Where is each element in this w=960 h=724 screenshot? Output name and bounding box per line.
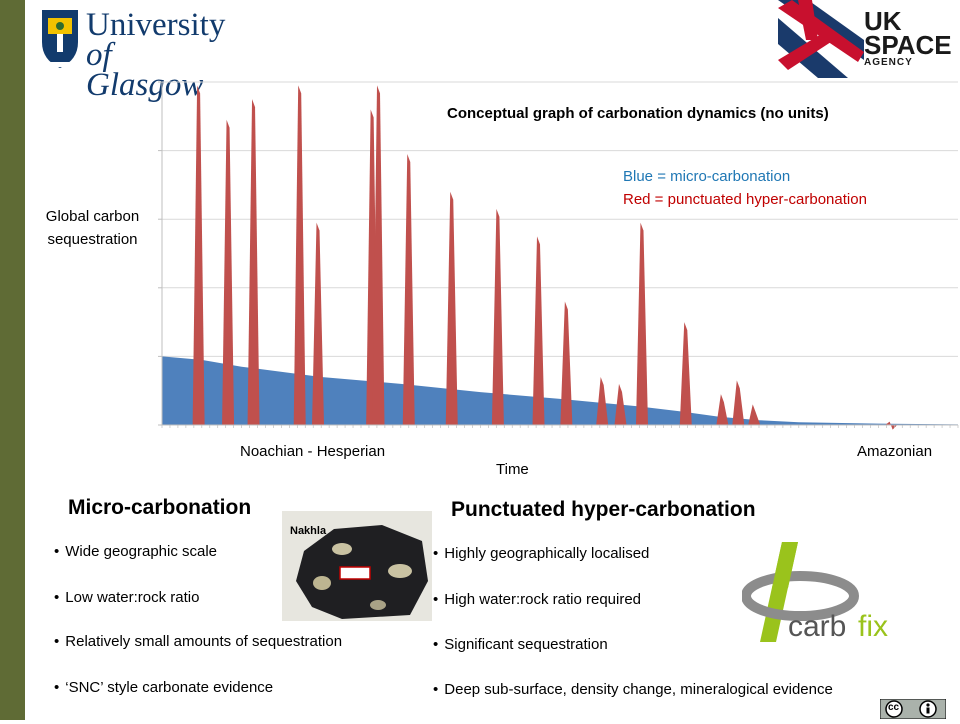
uk-space-line2: SPACE: [864, 30, 952, 60]
y-axis-label: Global carbon sequestration: [45, 208, 140, 248]
carbfix-word1: carb: [788, 610, 847, 643]
creative-commons-badge: cc: [879, 698, 947, 720]
hyper-carbonation-spike: [748, 404, 761, 425]
sidebar-band: [0, 0, 25, 720]
hyper-carbonation-spike: [312, 222, 325, 425]
hyper-carbonation-spike: [372, 85, 385, 426]
x-tick-label-right: Amazonian: [857, 443, 933, 460]
hyper-carbonation-spike: [192, 85, 205, 426]
hyper-carbonation-spike: [293, 85, 306, 426]
list-item: Relatively small amounts of sequestratio…: [54, 633, 342, 650]
list-item: Deep sub-surface, density change, minera…: [433, 681, 833, 698]
meteorite-rock-icon: [296, 525, 428, 619]
hyper-carbonation-spike: [679, 322, 692, 425]
uk-space-line3: AGENCY: [864, 57, 913, 68]
hyper-carbonation-spike: [402, 154, 415, 425]
micro-carbonation-series: [162, 356, 958, 425]
list-item: Highly geographically localised: [433, 545, 649, 562]
hyper-carbonation-spikes: [192, 85, 898, 430]
chart-axes: [158, 81, 959, 428]
punctuated-heading: Punctuated hyper-carbonation: [451, 498, 756, 521]
legend-red: Red = punctuated hyper-carbonation: [623, 191, 867, 208]
uog-logo-line2: of Glasgow: [86, 37, 204, 103]
x-axis-label: Time: [496, 461, 529, 478]
hyper-carbonation-spike: [532, 236, 545, 425]
university-of-glasgow-logo: University of Glasgow: [40, 7, 230, 102]
carbfix-mark-icon: [742, 542, 859, 642]
hyper-carbonation-spike: [614, 383, 627, 425]
uk-space-agency-logo: UK SPACE AGENCY: [778, 0, 952, 78]
micro-carbonation-area: [162, 356, 958, 425]
hyper-carbonation-spike: [247, 99, 260, 426]
x-tick-label-left: Noachian - Hesperian: [240, 443, 386, 460]
hyper-carbonation-spike: [560, 301, 573, 425]
nakhla-meteorite-image: Nakhla: [282, 511, 432, 621]
list-item: Wide geographic scale: [54, 543, 217, 560]
carbfix-word2: fix: [858, 610, 888, 643]
list-item: Low water:rock ratio: [54, 589, 199, 606]
hyper-carbonation-spike: [885, 421, 898, 430]
uk-space-line1: UK: [864, 6, 902, 36]
nakhla-label: Nakhla: [290, 525, 327, 537]
cc-text: cc: [888, 702, 900, 713]
uog-logo-line1: University: [86, 7, 226, 43]
micro-heading: Micro-carbonation: [68, 496, 252, 519]
hyper-carbonation-spike: [596, 376, 609, 425]
hyper-carbonation-spike: [732, 380, 745, 425]
chart-grid: [162, 81, 958, 357]
hyper-carbonation-spike: [222, 119, 235, 425]
hyper-carbonation-spike: [716, 394, 729, 425]
carbfix-logo: carb fix: [742, 538, 902, 648]
chart-title: Conceptual graph of carbonation dynamics…: [447, 105, 829, 122]
list-item: High water:rock ratio required: [433, 591, 641, 608]
hyper-carbonation-spike: [491, 208, 504, 425]
list-item: ‘SNC’ style carbonate evidence: [54, 679, 273, 696]
union-flag-icon: [778, 0, 864, 78]
legend-blue: Blue = micro-carbonation: [623, 168, 791, 185]
glasgow-crest-icon: [42, 10, 78, 68]
hyper-carbonation-spike: [635, 222, 648, 425]
hyper-carbonation-spike: [445, 191, 458, 425]
list-item: Significant sequestration: [433, 636, 607, 653]
